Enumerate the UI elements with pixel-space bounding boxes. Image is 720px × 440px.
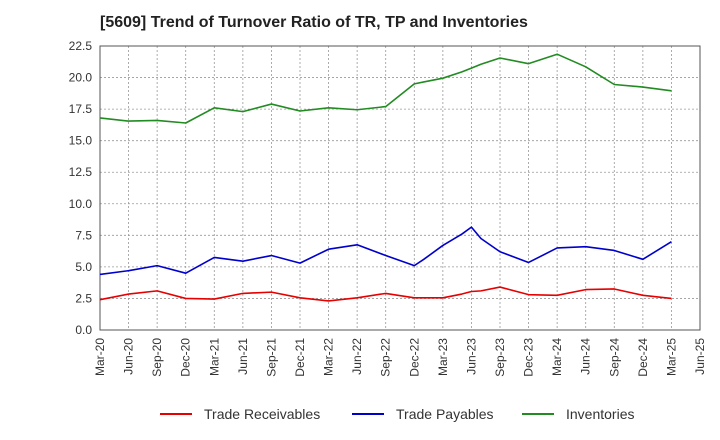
y-tick-label: 20.0 [69, 71, 93, 85]
y-tick-label: 15.0 [69, 134, 93, 148]
x-tick-label: Dec-22 [407, 338, 421, 377]
y-tick-label: 10.0 [69, 197, 93, 211]
y-tick-label: 2.5 [75, 291, 92, 305]
x-tick-label: Sep-21 [264, 338, 278, 377]
x-tick-label: Sep-22 [379, 338, 393, 377]
y-tick-label: 12.5 [69, 165, 93, 179]
x-tick-label: Mar-22 [322, 338, 336, 376]
x-tick-label: Dec-20 [179, 338, 193, 377]
legend-label: Trade Payables [396, 406, 494, 422]
chart-title: [5609] Trend of Turnover Ratio of TR, TP… [100, 14, 528, 31]
x-tick-label: Jun-22 [350, 338, 364, 375]
x-tick-label: Jun-23 [464, 338, 478, 375]
y-tick-label: 17.5 [69, 102, 93, 116]
x-tick-label: Mar-21 [207, 338, 221, 376]
x-tick-label: Jun-25 [693, 338, 707, 375]
x-tick-label: Mar-20 [93, 338, 107, 376]
x-tick-label: Dec-23 [522, 338, 536, 377]
x-tick-label: Mar-25 [664, 338, 678, 376]
y-tick-label: 5.0 [75, 260, 92, 274]
x-tick-label: Sep-23 [493, 338, 507, 377]
series-line-trade-payables [99, 226, 672, 276]
legend-label: Inventories [566, 406, 634, 422]
x-tick-label: Sep-20 [150, 338, 164, 377]
x-tick-label: Dec-21 [293, 338, 307, 377]
plot-frame [99, 45, 701, 331]
y-tick-label: 7.5 [75, 228, 92, 242]
x-tick-label: Jun-21 [236, 338, 250, 375]
x-tick-label: Dec-24 [636, 338, 650, 377]
x-tick-label: Sep-24 [607, 338, 621, 377]
series-line-inventories [99, 53, 672, 124]
legend-label: Trade Receivables [204, 406, 320, 422]
x-tick-label: Jun-20 [122, 338, 136, 375]
y-tick-label: 22.5 [69, 39, 93, 53]
series-line-trade-receivables [99, 286, 672, 302]
x-tick-label: Jun-24 [579, 338, 593, 375]
y-tick-label: 0.0 [75, 323, 92, 337]
x-tick-label: Mar-24 [550, 338, 564, 376]
x-tick-label: Mar-23 [436, 338, 450, 376]
